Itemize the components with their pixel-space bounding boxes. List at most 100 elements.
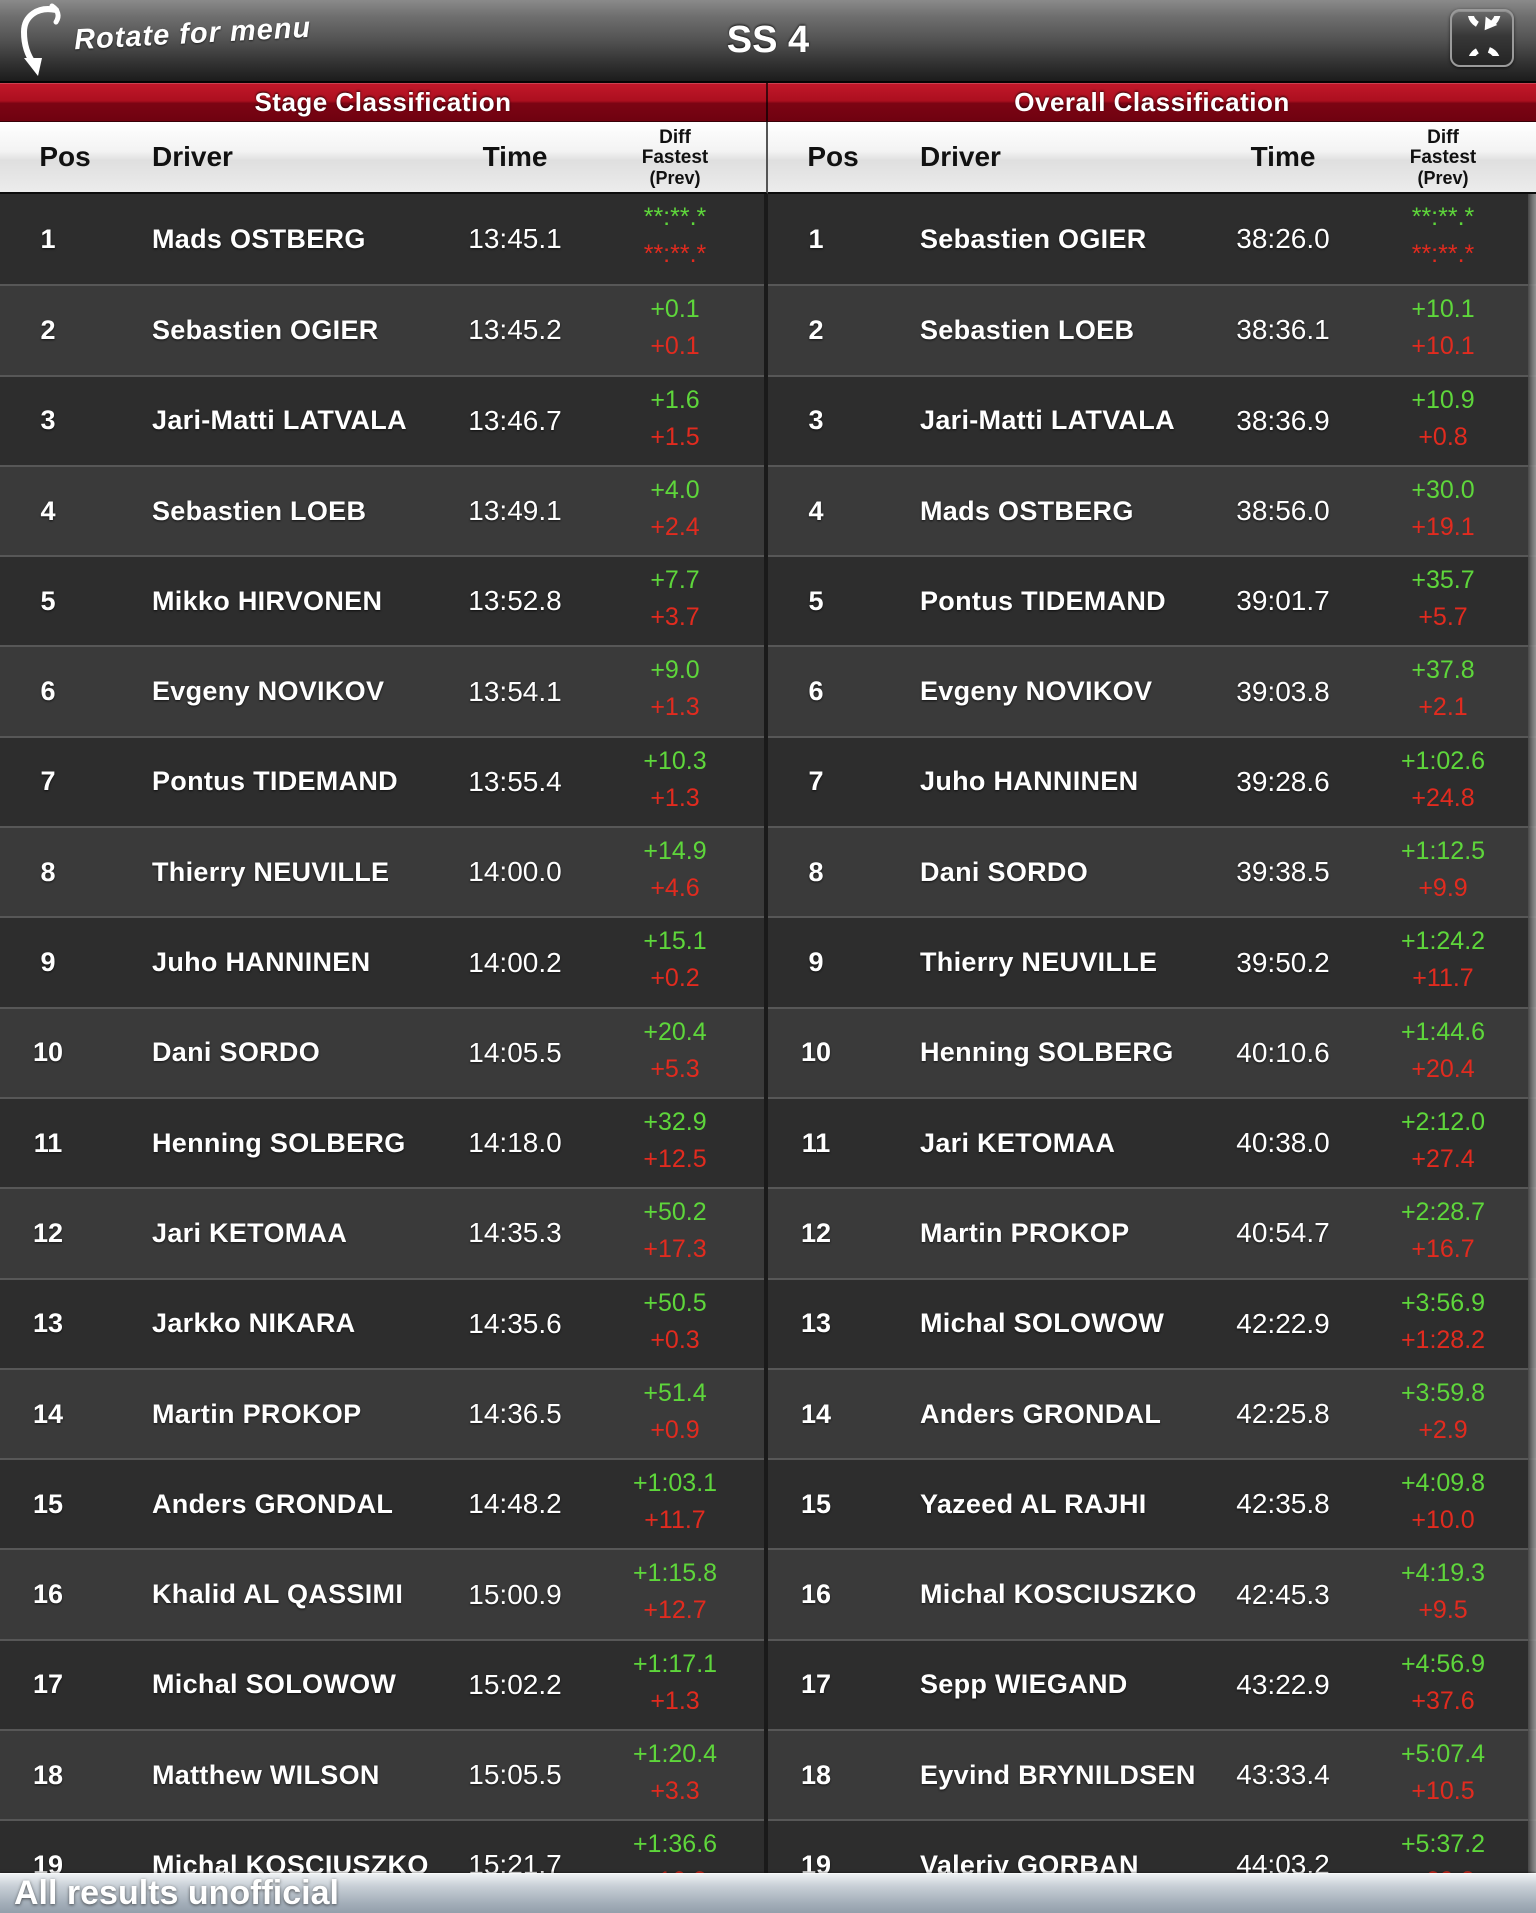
time-cell: 13:46.7 [468, 404, 562, 436]
diff-fastest-value: +1:15.8 [632, 1559, 718, 1588]
position-cell: 8 [40, 856, 56, 887]
diff-cell: +1:24.2 +11.7 [1353, 918, 1533, 1006]
diff-fastest-value: +1:44.6 [1400, 1017, 1486, 1046]
diff-fastest-value: +15.1 [643, 927, 707, 956]
table-row: 6 Evgeny NOVIKOV 13:54.1 +9.0 +1.3 [0, 645, 765, 736]
driver-name: Jari-Matti LATVALA [152, 405, 407, 436]
diff-cell: +10.9 +0.8 [1353, 377, 1533, 465]
diff-fastest-value: +0.1 [650, 295, 700, 324]
driver-name: Juho HANNINEN [920, 766, 1139, 797]
diff-cell: +50.2 +17.3 [585, 1189, 765, 1277]
diff-fastest-value: +1:02.6 [1400, 746, 1486, 775]
diff-cell: +35.7 +5.7 [1353, 557, 1533, 645]
overall-classification-title: Overall Classification [1014, 87, 1290, 117]
diff-fastest-value: +2:12.0 [1400, 1107, 1486, 1136]
position-cell: 5 [40, 585, 56, 616]
diff-column-label: Diff Fastest (Prev) [1409, 127, 1477, 189]
position-cell: 13 [32, 1308, 64, 1339]
position-cell: 8 [808, 856, 824, 887]
driver-name: Sebastien OGIER [152, 314, 379, 345]
time-cell: 39:01.7 [1236, 585, 1330, 617]
diff-prev-value: +5.3 [650, 1054, 700, 1083]
diff-cell: +30.0 +19.1 [1353, 467, 1533, 555]
diff-prev-value: +10.0 [1411, 1506, 1475, 1535]
diff-cell: **:**.* **:**.* [1353, 194, 1533, 284]
diff-prev-value: +27.4 [1411, 1144, 1475, 1173]
table-row: 4 Mads OSTBERG 38:56.0 +30.0 +19.1 [768, 464, 1536, 556]
diff-cell: +2:28.7 +16.7 [1353, 1189, 1533, 1277]
time-cell: 39:50.2 [1236, 946, 1330, 978]
driver-name: Dani SORDO [152, 1037, 321, 1068]
time-column-label: Time [482, 141, 548, 172]
diff-prev-value: +0.8 [1418, 422, 1468, 451]
diff-fastest-value: +35.7 [1411, 566, 1475, 595]
position-cell: 12 [800, 1217, 832, 1248]
driver-name: Anders GRONDAL [152, 1488, 394, 1519]
driver-name: Michal SOLOWOW [920, 1308, 1165, 1339]
time-cell: 40:10.6 [1236, 1036, 1330, 1068]
diff-fastest-value: +30.0 [1411, 475, 1475, 504]
refresh-icon [1462, 0, 1502, 79]
position-cell: 4 [808, 495, 824, 526]
position-cell: 16 [800, 1579, 832, 1610]
rotate-hint-label: Rotate for menu [73, 11, 312, 57]
position-cell: 18 [800, 1759, 832, 1790]
pos-column-label: Pos [807, 141, 859, 172]
diff-fastest-value: +32.9 [643, 1107, 707, 1136]
driver-name: Eyvind BRYNILDSEN [920, 1759, 1196, 1790]
driver-name: Thierry NEUVILLE [920, 947, 1158, 978]
diff-cell: +3:59.8 +2.9 [1353, 1370, 1533, 1458]
position-cell: 13 [800, 1308, 832, 1339]
driver-name: Juho HANNINEN [152, 947, 371, 978]
diff-prev-value: +2.9 [1418, 1415, 1468, 1444]
position-cell: 1 [40, 223, 56, 254]
column-header-bar: Pos Driver Time Diff Fastest (Prev) Pos … [0, 122, 1536, 194]
diff-cell: +10.1 +10.1 [1353, 286, 1533, 374]
driver-name: Jari KETOMAA [152, 1217, 348, 1248]
overall-rows: 1 Sebastien OGIER 38:26.0 **:**.* **:**.… [768, 194, 1536, 1910]
diff-column-label: Diff Fastest (Prev) [641, 127, 709, 189]
diff-fastest-value: +1:36.6 [632, 1830, 718, 1859]
diff-cell: +4.0 +2.4 [585, 467, 765, 555]
refresh-button[interactable] [1450, 0, 1514, 79]
driver-name: Evgeny NOVIKOV [152, 676, 385, 707]
diff-cell: +9.0 +1.3 [585, 647, 765, 735]
diff-prev-value: +0.3 [650, 1325, 700, 1354]
position-cell: 6 [40, 676, 56, 707]
classification-bar: Stage Classification Overall Classificat… [0, 83, 1536, 122]
driver-name: Khalid AL QASSIMI [152, 1579, 404, 1610]
position-cell: 15 [32, 1488, 64, 1519]
diff-cell: +15.1 +0.2 [585, 918, 765, 1006]
diff-cell: +10.3 +1.3 [585, 738, 765, 826]
diff-prev-value: +1.3 [650, 693, 700, 722]
diff-fastest-value: +50.2 [643, 1198, 707, 1227]
position-cell: 7 [808, 766, 824, 797]
diff-prev-value: +12.5 [643, 1144, 707, 1173]
diff-cell: +32.9 +12.5 [585, 1099, 765, 1187]
table-row: 2 Sebastien LOEB 38:36.1 +10.1 +10.1 [768, 284, 1536, 375]
diff-fastest-value: +5:07.4 [1400, 1740, 1486, 1769]
table-row: 18 Matthew WILSON 15:05.5 +1:20.4 +3.3 [0, 1729, 764, 1820]
results-tables[interactable]: 1 Mads OSTBERG 13:45.1 **:**.* **:**.* 2… [0, 194, 1536, 1910]
diff-prev-value: +1:28.2 [1400, 1325, 1486, 1354]
top-bar: SS 4 Rotate for menu [0, 0, 1536, 83]
position-cell: 16 [32, 1579, 64, 1610]
driver-name: Thierry NEUVILLE [152, 856, 390, 887]
diff-fastest-value: +3:56.9 [1400, 1288, 1486, 1317]
time-cell: 42:22.9 [1236, 1307, 1330, 1339]
position-cell: 3 [40, 405, 56, 436]
scrollbar[interactable] [1528, 194, 1536, 1875]
diff-cell: +4:56.9 +37.6 [1353, 1641, 1533, 1729]
driver-name: Martin PROKOP [152, 1398, 362, 1429]
diff-fastest-value: +1.6 [650, 385, 700, 414]
diff-cell: +1.6 +1.5 [585, 377, 765, 465]
diff-cell: +1:44.6 +20.4 [1353, 1009, 1533, 1097]
driver-name: Jari KETOMAA [920, 1127, 1116, 1158]
overall-classification-header: Overall Classification [768, 83, 1536, 122]
table-row: 10 Henning SOLBERG 40:10.6 +1:44.6 +20.4 [768, 1006, 1536, 1097]
table-row: 5 Pontus TIDEMAND 39:01.7 +35.7 +5.7 [768, 555, 1536, 646]
diff-fastest-value: +9.0 [650, 656, 700, 685]
diff-prev-value: +2.1 [1418, 693, 1468, 722]
position-cell: 11 [33, 1127, 63, 1158]
diff-cell: +4:19.3 +9.5 [1353, 1550, 1533, 1638]
